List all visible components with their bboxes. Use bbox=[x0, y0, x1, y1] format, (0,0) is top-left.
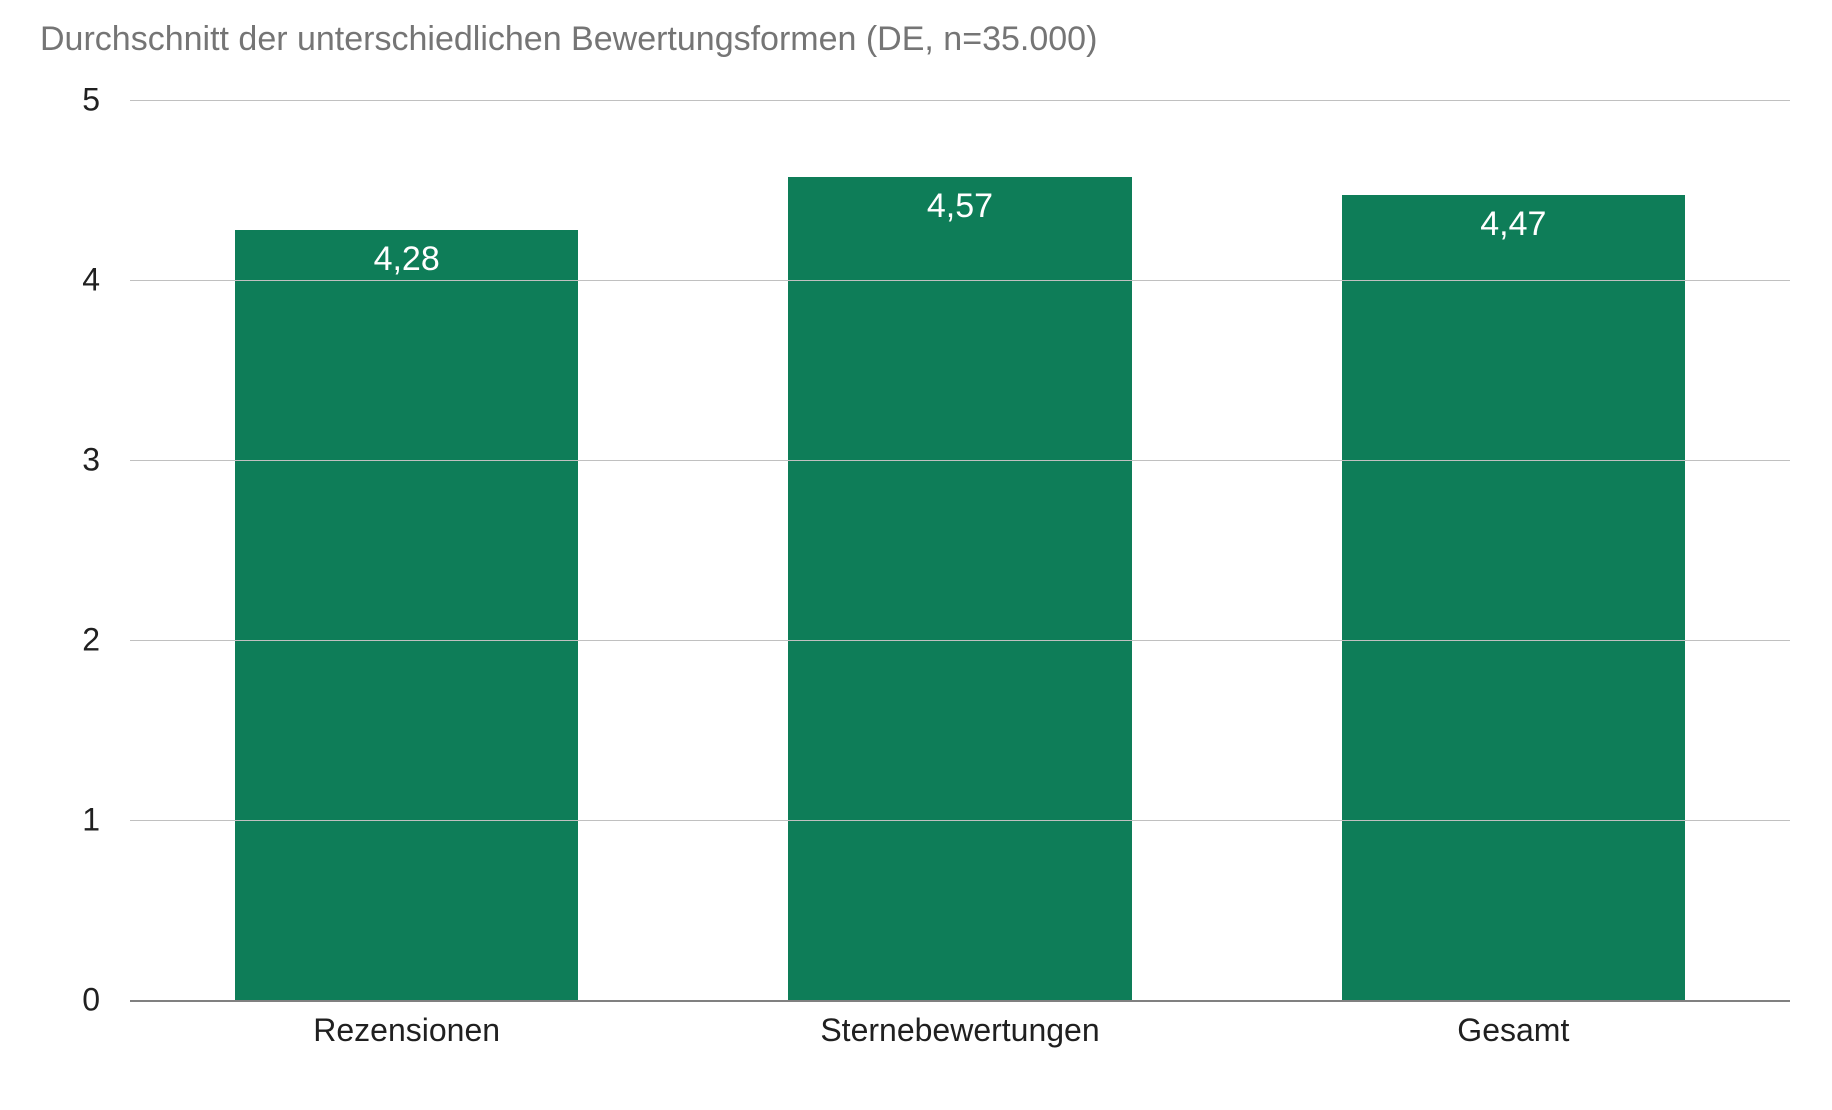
y-axis-tick-label: 3 bbox=[82, 442, 100, 479]
bar-slot: 4,28 bbox=[130, 100, 683, 1000]
bar: 4,28 bbox=[235, 230, 578, 1000]
gridline bbox=[130, 100, 1790, 101]
y-axis-tick-label: 2 bbox=[82, 622, 100, 659]
bars-layer: 4,28 4,57 4,47 bbox=[130, 100, 1790, 1000]
bar: 4,57 bbox=[788, 177, 1131, 1000]
gridline bbox=[130, 820, 1790, 821]
gridline bbox=[130, 640, 1790, 641]
y-axis-tick-label: 5 bbox=[82, 82, 100, 119]
plot-area: 4,284,574,47 012345 bbox=[130, 100, 1790, 1000]
chart-title: Durchschnitt der unterschiedlichen Bewer… bbox=[40, 20, 1097, 59]
bar: 4,47 bbox=[1342, 195, 1685, 1000]
bar-value-label: 4,47 bbox=[1342, 205, 1685, 244]
bar-value-label: 4,28 bbox=[235, 240, 578, 279]
gridline bbox=[130, 280, 1790, 281]
bar-slot: 4,57 bbox=[683, 100, 1236, 1000]
bar-slot: 4,47 bbox=[1237, 100, 1790, 1000]
y-axis-tick-label: 0 bbox=[82, 982, 100, 1019]
x-axis-labels: RezensionenSternebewertungenGesamt bbox=[130, 1012, 1790, 1049]
x-axis-tick-label: Rezensionen bbox=[130, 1012, 683, 1049]
chart-container: Durchschnitt der unterschiedlichen Bewer… bbox=[0, 0, 1832, 1110]
x-axis-tick-label: Gesamt bbox=[1237, 1012, 1790, 1049]
y-axis-tick-label: 4 bbox=[82, 262, 100, 299]
gridline bbox=[130, 1000, 1790, 1002]
gridline bbox=[130, 460, 1790, 461]
x-axis-tick-label: Sternebewertungen bbox=[683, 1012, 1236, 1049]
y-axis-tick-label: 1 bbox=[82, 802, 100, 839]
bar-value-label: 4,57 bbox=[788, 187, 1131, 226]
